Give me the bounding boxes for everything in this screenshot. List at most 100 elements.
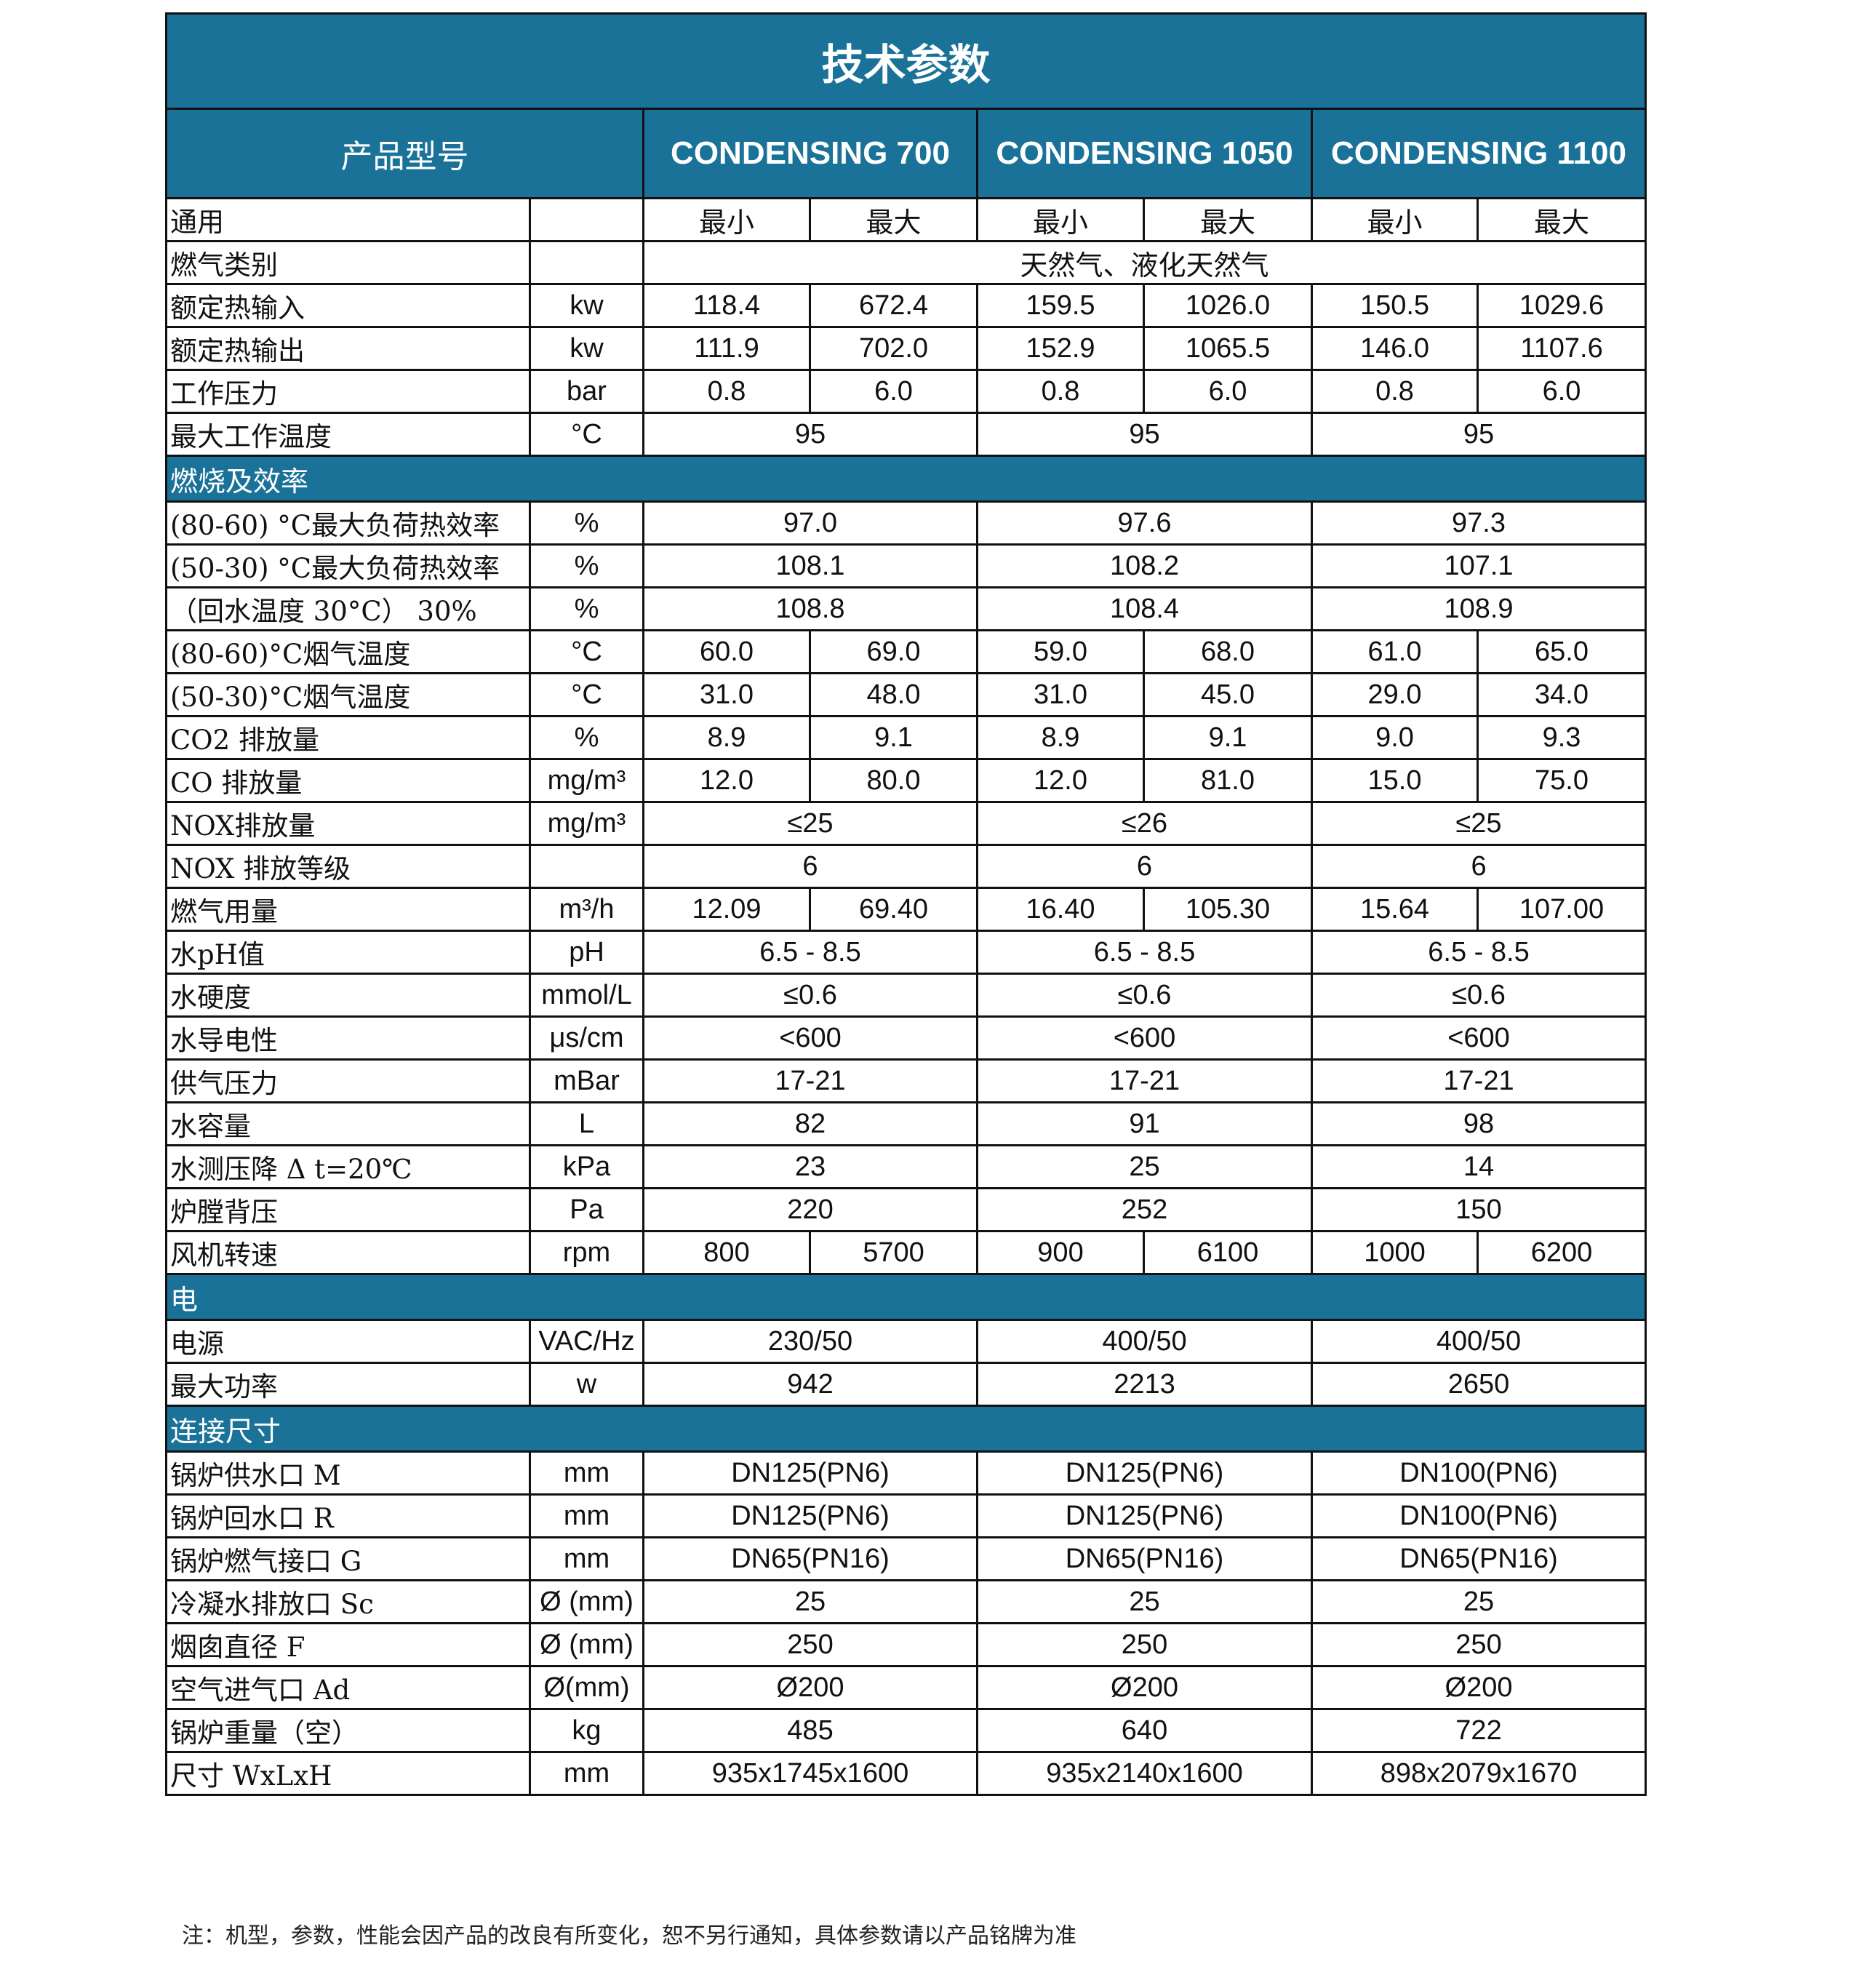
data-row: 额定热输入 kw 118.4 672.4 159.5 1026.0 150.5 1029.6	[165, 283, 1647, 328]
cell-value: 17-21	[1310, 1058, 1647, 1103]
cell-value: 9.3	[1476, 715, 1647, 760]
data-row: 最大功率 w 942 2213 2650	[165, 1362, 1647, 1407]
cell-value: 400/50	[1310, 1319, 1647, 1364]
row-label: 炉膛背压	[165, 1187, 531, 1232]
cell-value: 230/50	[642, 1319, 978, 1364]
cell-value: 9.1	[1143, 715, 1313, 760]
cell-value: DN125(PN6)	[642, 1450, 978, 1496]
cell-value: ≤26	[976, 801, 1313, 846]
cell-value: 天然气、液化天然气	[642, 240, 1647, 285]
cell-value: <600	[976, 1015, 1313, 1061]
data-row: 水容量 L 82 91 98	[165, 1101, 1647, 1146]
cell-value: 250	[642, 1622, 978, 1667]
data-row: NOX排放量 mg/m³ ≤25 ≤26 ≤25	[165, 801, 1647, 846]
cell-value: 640	[976, 1708, 1313, 1753]
cell-value: 6	[1310, 844, 1647, 889]
cell-value: DN65(PN16)	[1310, 1536, 1647, 1581]
cell-value: 12.09	[642, 887, 811, 932]
cell-value: 9.0	[1311, 715, 1479, 760]
cell-value: 60.0	[642, 629, 811, 674]
cell-value: 146.0	[1311, 326, 1479, 371]
row-unit: mg/m³	[529, 801, 644, 846]
cell-value: 108.2	[976, 543, 1313, 588]
data-row: (80-60) °C最大负荷热效率% 97.0 97.6 97.3	[165, 500, 1647, 546]
cell-value: 150.5	[1311, 283, 1479, 328]
cell-value: 250	[1310, 1622, 1647, 1667]
row-label: NOX 排放等级	[165, 844, 531, 889]
data-row: 水测压降 Δ t=20℃ kPa 23 25 14	[165, 1144, 1647, 1189]
cell-value: 最小	[642, 197, 811, 242]
cell-value: 95	[976, 412, 1313, 457]
cell-value: 108.8	[642, 586, 978, 631]
cell-value: 61.0	[1311, 629, 1479, 674]
cell-value: DN125(PN6)	[642, 1493, 978, 1538]
cell-value: 97.0	[642, 500, 978, 546]
cell-value: 108.4	[976, 586, 1313, 631]
cell-value: DN125(PN6)	[976, 1450, 1313, 1496]
cell-value: 最小	[1311, 197, 1479, 242]
section-row: 燃烧及效率	[164, 455, 1647, 503]
data-row: 燃气用量 m³/h 12.09 69.40 16.40 105.30 15.64 107.00	[165, 887, 1647, 932]
cell-value: 9.1	[809, 715, 978, 760]
row-unit: %	[529, 500, 644, 546]
row-unit: bar	[529, 369, 644, 414]
row-unit: Ø(mm)	[529, 1665, 644, 1710]
data-row: (50-30) °C最大负荷热效率% 108.1 108.2 107.1	[165, 543, 1647, 588]
cell-value: 107.00	[1476, 887, 1647, 932]
row-unit: °C	[529, 629, 644, 674]
cell-value: 6	[642, 844, 978, 889]
row-unit: w	[529, 1362, 644, 1407]
cell-value: 118.4	[642, 283, 811, 328]
data-row: 燃气类别 天然气、液化天然气	[165, 240, 1647, 285]
cell-value: 722	[1310, 1708, 1647, 1753]
row-label: CO2 排放量	[165, 715, 531, 760]
row-unit: kw	[529, 283, 644, 328]
cell-value: Ø200	[976, 1665, 1313, 1710]
model-name: CONDENSING 700	[642, 108, 978, 199]
row-unit: μs/cm	[529, 1015, 644, 1061]
cell-value: 12.0	[642, 758, 811, 803]
row-unit: %	[529, 715, 644, 760]
row-label: 锅炉供水口 M	[165, 1450, 531, 1496]
cell-value: 14	[1310, 1144, 1647, 1189]
cell-value: 400/50	[976, 1319, 1313, 1364]
data-row: 电源 VAC/Hz 230/50 400/50 400/50	[165, 1319, 1647, 1364]
data-row: 水导电性 μs/cm <600 <600 <600	[165, 1015, 1647, 1061]
row-label: (50-30)°C烟气温度	[165, 672, 531, 717]
cell-value: <600	[642, 1015, 978, 1061]
cell-value: 6100	[1143, 1230, 1313, 1275]
data-row: 工作压力 bar 0.8 6.0 0.8 6.0 0.8 6.0	[165, 369, 1647, 414]
row-unit: °C	[529, 412, 644, 457]
row-label: 锅炉重量（空）	[165, 1708, 531, 1753]
row-label: 冷凝水排放口 Sc	[165, 1579, 531, 1624]
table-title: 技术参数	[164, 12, 1647, 110]
data-row: CO 排放量 mg/m³ 12.0 80.0 12.0 81.0 15.0 75.0	[165, 758, 1647, 803]
row-label: (80-60) °C最大负荷热效率	[165, 500, 531, 546]
data-row: 锅炉重量（空） kg 485 640 722	[165, 1708, 1647, 1753]
cell-value: 935x1745x1600	[642, 1751, 978, 1796]
cell-value: 485	[642, 1708, 978, 1753]
row-label: 空气进气口 Ad	[165, 1665, 531, 1710]
cell-value: 69.40	[809, 887, 978, 932]
row-label: 燃气用量	[165, 887, 531, 932]
data-row: 通用 最小 最大 最小 最大 最小 最大	[165, 197, 1647, 242]
cell-value: DN100(PN6)	[1310, 1493, 1647, 1538]
cell-value: 6.0	[1476, 369, 1647, 414]
row-label: 锅炉燃气接口 G	[165, 1536, 531, 1581]
row-label: 通用	[165, 197, 531, 242]
row-unit: %	[529, 543, 644, 588]
cell-value: 942	[642, 1362, 978, 1407]
cell-value: 17-21	[642, 1058, 978, 1103]
cell-value: ≤25	[1310, 801, 1647, 846]
cell-value: 150	[1310, 1187, 1647, 1232]
cell-value: 81.0	[1143, 758, 1313, 803]
cell-value: 25	[976, 1144, 1313, 1189]
data-row: 最大工作温度 °C 95 95 95	[165, 412, 1647, 457]
row-unit: mg/m³	[529, 758, 644, 803]
row-label: 最大工作温度	[165, 412, 531, 457]
cell-value: 34.0	[1476, 672, 1647, 717]
header-label: 产品型号	[165, 108, 644, 199]
cell-value: 152.9	[976, 326, 1145, 371]
